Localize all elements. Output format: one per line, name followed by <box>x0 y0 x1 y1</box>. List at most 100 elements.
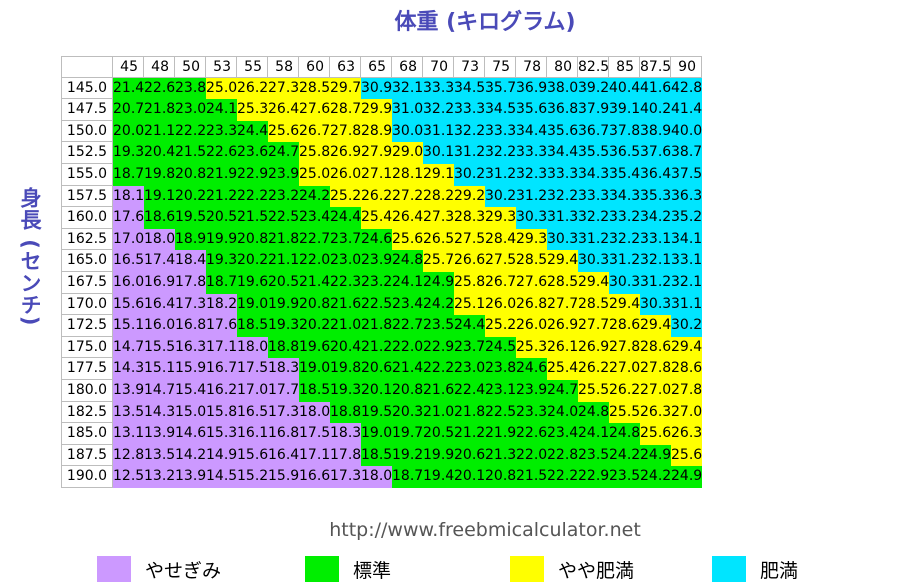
bmi-cell: 22.2 <box>175 120 206 143</box>
bmi-cell: 16.5 <box>113 250 144 272</box>
bmi-cell: 26.9 <box>330 142 361 164</box>
bmi-cell: 18.2 <box>206 293 237 316</box>
bmi-cell: 24.7 <box>268 142 299 164</box>
bmi-cell: 18.0 <box>237 336 268 359</box>
bmi-cell: 23.8 <box>175 77 206 100</box>
bmi-cell: 27.7 <box>578 315 609 337</box>
bmi-cell: 42.8 <box>671 77 702 100</box>
bmi-cell: 16.1 <box>237 423 268 445</box>
bmi-cell: 21.0 <box>423 401 454 424</box>
bmi-cell: 17.4 <box>144 250 175 272</box>
bmi-cell: 34.4 <box>547 142 578 164</box>
bmi-cell: 21.8 <box>144 99 175 121</box>
weight-tick-label: 78 <box>516 56 547 78</box>
bmi-cell: 25.6 <box>671 444 702 467</box>
height-tick-label: 157.5 <box>61 185 113 208</box>
bmi-cell: 32.2 <box>485 142 516 164</box>
bmi-cell: 20.6 <box>361 358 392 380</box>
weight-tick-label: 45 <box>113 56 144 78</box>
bmi-cell: 19.3 <box>330 379 361 402</box>
bmi-cell: 23.4 <box>392 293 423 316</box>
weight-tick-label: 63 <box>330 56 361 78</box>
bmi-cell: 21.2 <box>361 336 392 359</box>
bmi-cell: 16.2 <box>206 379 237 402</box>
bmi-cell: 20.7 <box>113 99 144 121</box>
bmi-cell: 39.2 <box>578 77 609 100</box>
bmi-cell: 23.5 <box>609 466 640 488</box>
bmi-cell: 26.4 <box>392 207 423 229</box>
weight-tick-label: 60 <box>299 56 330 78</box>
bmi-cell: 24.4 <box>454 315 485 337</box>
bmi-cell: 26.5 <box>423 228 454 251</box>
bmi-cell: 30.3 <box>609 271 640 294</box>
height-tick-label: 172.5 <box>61 315 113 337</box>
bmi-cell: 18.3 <box>268 358 299 380</box>
bmi-cell: 36.5 <box>609 142 640 164</box>
bmi-cell: 37.5 <box>671 163 702 186</box>
bmi-cell: 17.8 <box>175 271 206 294</box>
bmi-cell: 19.8 <box>144 163 175 186</box>
bmi-cell: 19.3 <box>268 315 299 337</box>
bmi-cell: 21.3 <box>485 444 516 467</box>
legend-item-obese: 肥満 <box>712 554 798 584</box>
bmi-cell: 23.9 <box>516 379 547 402</box>
bmi-cell: 30.9 <box>361 77 392 100</box>
bmi-cell: 19.0 <box>299 358 330 380</box>
bmi-cell: 27.3 <box>268 77 299 100</box>
bmi-cell: 18.7 <box>392 466 423 488</box>
bmi-cell: 27.8 <box>640 358 671 380</box>
bmi-cell: 15.0 <box>175 401 206 424</box>
bmi-cell: 25.0 <box>206 77 237 100</box>
bmi-cell: 14.7 <box>144 379 175 402</box>
bmi-cell: 41.6 <box>640 77 671 100</box>
bmi-cell: 23.3 <box>206 120 237 143</box>
bmi-cell: 41.4 <box>671 99 702 121</box>
bmi-cell: 30.2 <box>485 185 516 208</box>
bmi-cell: 26.2 <box>609 379 640 402</box>
bmi-cell: 16.4 <box>144 293 175 316</box>
bmi-cell: 20.5 <box>206 207 237 229</box>
bmi-cell: 25.5 <box>609 401 640 424</box>
bmi-cell: 18.4 <box>175 250 206 272</box>
bmi-cell: 17.8 <box>330 444 361 467</box>
bmi-cell: 22.9 <box>423 336 454 359</box>
bmi-cell: 29.7 <box>330 77 361 100</box>
bmi-cell: 30.3 <box>547 228 578 251</box>
bmi-cell: 27.5 <box>485 250 516 272</box>
bmi-cell: 35.6 <box>516 99 547 121</box>
bmi-cell: 33.3 <box>516 142 547 164</box>
bmi-cell: 21.8 <box>361 315 392 337</box>
bmi-cell: 26.8 <box>516 293 547 316</box>
height-tick-label: 180.0 <box>61 379 113 402</box>
bmi-cell: 31.2 <box>454 142 485 164</box>
bmi-cell: 19.3 <box>113 142 144 164</box>
bmi-cell: 33.3 <box>423 77 454 100</box>
bmi-cell: 16.8 <box>175 315 206 337</box>
bmi-cell: 21.4 <box>113 77 144 100</box>
bmi-cell: 20.2 <box>175 185 206 208</box>
bmi-cell: 15.3 <box>206 423 237 445</box>
bmi-cell: 22.8 <box>547 444 578 467</box>
bmi-cell: 19.7 <box>392 423 423 445</box>
bmi-cell: 17.3 <box>175 293 206 316</box>
bmi-cell: 29.1 <box>423 163 454 186</box>
bmi-cell: 30.3 <box>516 207 547 229</box>
bmi-cell: 20.8 <box>175 163 206 186</box>
bmi-cell: 22.0 <box>516 444 547 467</box>
bmi-cell: 37.6 <box>640 142 671 164</box>
bmi-cell: 15.6 <box>237 444 268 467</box>
weight-tick-label: 80 <box>547 56 578 78</box>
bmi-cell: 16.3 <box>175 336 206 359</box>
bmi-cell: 17.5 <box>237 358 268 380</box>
bmi-cell: 26.2 <box>361 185 392 208</box>
bmi-cell: 20.8 <box>299 293 330 316</box>
bmi-cell: 14.2 <box>175 444 206 467</box>
bmi-cell: 25.7 <box>423 250 454 272</box>
weight-tick-label: 73 <box>454 56 485 78</box>
legend-label-normal: 標準 <box>353 559 392 582</box>
bmi-cell: 25.2 <box>485 315 516 337</box>
bmi-cell: 19.6 <box>237 271 268 294</box>
bmi-cell: 24.1 <box>206 99 237 121</box>
bmi-cell: 33.3 <box>578 185 609 208</box>
height-tick-label: 187.5 <box>61 444 113 467</box>
